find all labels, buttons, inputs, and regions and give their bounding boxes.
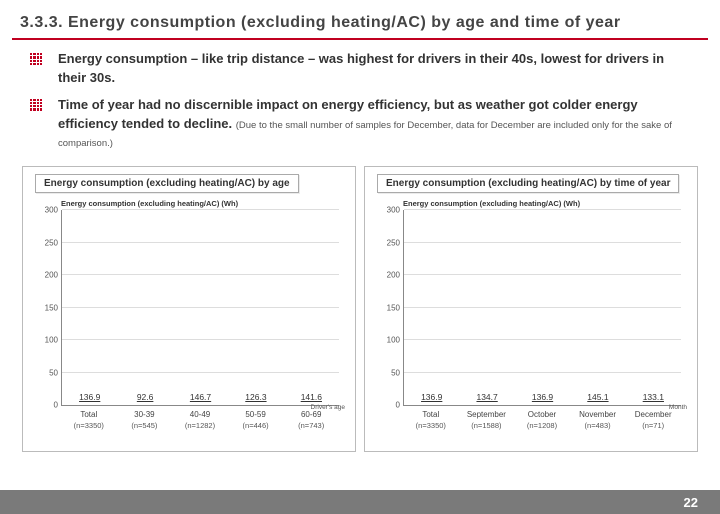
y-tick-label: 100 [387,336,404,345]
bullet-text: Energy consumption – like trip distance … [58,51,664,85]
x-category-label: 40-49 [172,410,228,420]
bar-value-label: 146.7 [190,392,211,402]
x-labels: Total(n=3350)September(n=1588)October(n=… [403,406,681,430]
bullet-item: Time of year had no discernible impact o… [40,96,692,153]
bar-value-label: 145.1 [587,392,608,402]
y-tick-label: 200 [45,271,62,280]
x-category-label: 60-69 [283,410,339,420]
bar-value-label: 134.7 [476,392,497,402]
y-tick-label: 50 [391,368,404,377]
x-label: 40-49(n=1282) [172,406,228,430]
footer-bar: 22 [0,490,720,514]
x-n-label: (n=743) [283,421,339,431]
bar-slot: 145.1 [570,392,625,405]
x-n-label: (n=3350) [403,421,459,431]
bar-slot: 136.9 [62,392,117,405]
x-n-label: (n=1588) [459,421,515,431]
bars-strip: 136.9 92.6 146.7 126.3 141.6 [62,210,339,405]
y-tick-label: 300 [45,206,62,215]
axis-caption: Month [669,404,687,411]
page-number: 22 [684,495,698,510]
x-label: September(n=1588) [459,406,515,430]
x-category-label: November [570,410,626,420]
bar-value-label: 133.1 [643,392,664,402]
bars-strip: 136.9 134.7 136.9 145.1 133.1 [404,210,681,405]
x-label: 50-59(n=446) [228,406,284,430]
bar-value-label: 136.9 [421,392,442,402]
x-n-label: (n=1208) [514,421,570,431]
grid-bullet-icon [30,99,42,111]
plot-area: 050100150200250300136.9134.7136.9145.113… [403,210,681,406]
bullet-list: Energy consumption – like trip distance … [0,50,720,152]
y-tick-label: 250 [45,238,62,247]
x-label: Total(n=3350) [61,406,117,430]
bar-value-label: 141.6 [301,392,322,402]
bullet-item: Energy consumption – like trip distance … [40,50,692,88]
x-category-label: Total [61,410,117,420]
x-label: 30-39(n=545) [117,406,173,430]
x-category-label: October [514,410,570,420]
x-n-label: (n=446) [228,421,284,431]
x-label: October(n=1208) [514,406,570,430]
bar-slot: 136.9 [515,392,570,405]
y-tick-label: 250 [387,238,404,247]
x-label: November(n=483) [570,406,626,430]
bar-slot: 146.7 [173,392,228,405]
bar-slot: 134.7 [459,392,514,405]
y-tick-label: 150 [387,303,404,312]
y-tick-label: 300 [387,206,404,215]
bar-value-label: 126.3 [245,392,266,402]
page-title: 3.3.3. Energy consumption (excluding hea… [20,14,700,32]
y-tick-label: 100 [45,336,62,345]
bar-value-label: 136.9 [532,392,553,402]
y-tick-label: 0 [396,401,404,410]
chart-subtitle: Energy consumption (excluding heating/AC… [403,199,689,208]
y-tick-label: 200 [387,271,404,280]
bar-slot: 136.9 [404,392,459,405]
bar-value-label: 136.9 [79,392,100,402]
chart-panel-age: Energy consumption (excluding heating/AC… [22,166,356,452]
axis-caption: Driver's age [311,404,345,411]
y-tick-label: 50 [49,368,62,377]
bar-value-label: 92.6 [137,392,154,402]
x-label: Total(n=3350) [403,406,459,430]
bar-slot: 92.6 [117,392,172,405]
chart-panel-month: Energy consumption (excluding heating/AC… [364,166,698,452]
x-labels: Total(n=3350)30-39(n=545)40-49(n=1282)50… [61,406,339,430]
x-n-label: (n=1282) [172,421,228,431]
x-n-label: (n=3350) [61,421,117,431]
x-category-label: December [625,410,681,420]
bar-slot: 126.3 [228,392,283,405]
y-tick-label: 150 [45,303,62,312]
chart-title: Energy consumption (excluding heating/AC… [35,174,299,193]
y-tick-label: 0 [54,401,62,410]
heading-rule [12,38,708,40]
plot-area: 050100150200250300136.992.6146.7126.3141… [61,210,339,406]
x-category-label: 50-59 [228,410,284,420]
x-n-label: (n=483) [570,421,626,431]
x-category-label: 30-39 [117,410,173,420]
chart-title: Energy consumption (excluding heating/AC… [377,174,679,193]
x-category-label: Total [403,410,459,420]
chart-subtitle: Energy consumption (excluding heating/AC… [61,199,347,208]
x-n-label: (n=71) [625,421,681,431]
x-category-label: September [459,410,515,420]
x-n-label: (n=545) [117,421,173,431]
grid-bullet-icon [30,53,42,65]
